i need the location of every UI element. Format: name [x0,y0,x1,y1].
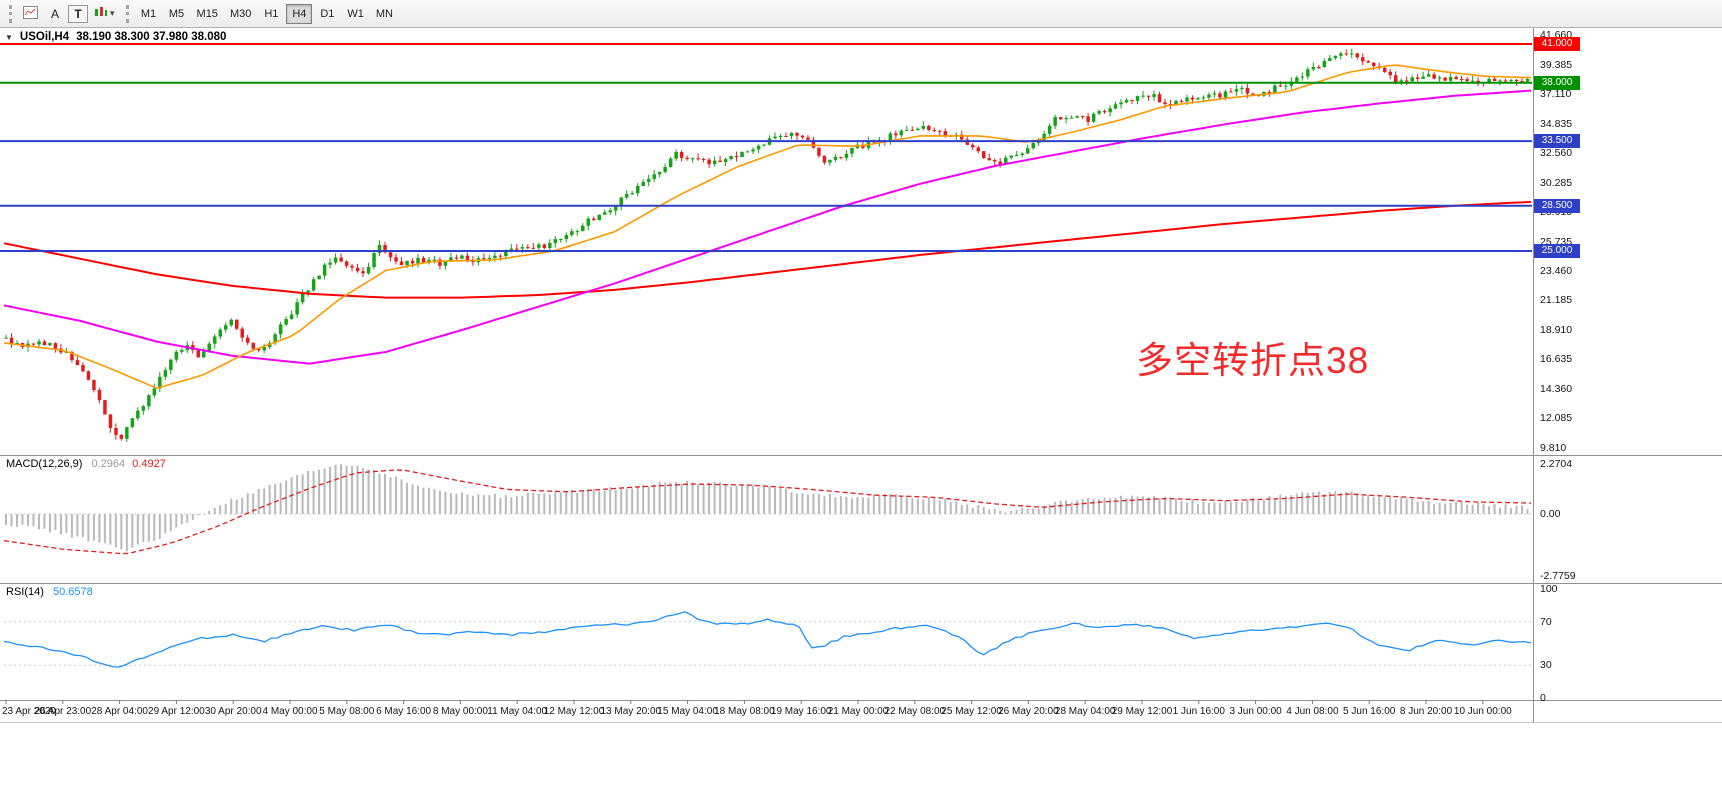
rsi-tick-label: 70 [1540,615,1552,628]
chevron-down-icon: ▾ [110,8,115,18]
chart-window-button[interactable] [19,3,42,25]
ma-slow-line[interactable] [3,200,1532,299]
toolbar-grip[interactable] [9,4,12,23]
one-click-trading-toggle[interactable]: ▼ [5,32,13,42]
candles-icon [94,6,108,22]
time-axis-label: 4 May 00:00 [262,706,318,717]
macd-axis[interactable]: 2.2704 0.00 -2.7759 [1534,455,1720,583]
time-axis-label: 1 Jun 16:00 [1172,706,1225,717]
macd-tick-label: 2.2704 [1540,457,1573,470]
time-axis-label: 12 May 12:00 [543,706,605,717]
ma-mid-line[interactable] [3,89,1532,365]
price-level-badge: 41.000 [1534,37,1580,51]
timeframe-button-d1[interactable]: D1 [314,4,340,24]
price-level-badge: 33.500 [1534,134,1580,149]
time-axis-label: 11 May 04:00 [487,706,548,717]
rsi-tick-label: 100 [1540,583,1558,595]
time-axis-label: 8 May 00:00 [432,706,488,717]
time-axis-label: 18 May 08:00 [714,706,775,717]
rsi-tick-label: 0 [1540,692,1546,704]
time-axis-label: 28 Apr 04:00 [91,706,148,717]
time-axis-label: 5 Jun 16:00 [1343,706,1396,717]
rsi-axis[interactable]: 100 70 30 0 [1534,583,1720,704]
rsi-name: RSI(14) [6,586,44,598]
macd-tick-label: -2.7759 [1540,569,1576,582]
price-tick-label: 16.635 [1540,353,1573,366]
price-tick-label: 32.560 [1540,147,1573,160]
time-axis-label: 23 Apr 2020 [2,706,56,717]
price-tick-label: 14.360 [1540,382,1573,395]
indicators-dropdown-button[interactable]: ▾ [90,3,119,25]
timeframe-button-m1[interactable]: M1 [136,4,162,24]
time-axis-label: 6 May 16:00 [376,706,432,717]
symbol-period-label: USOil,H4 [19,31,70,43]
time-axis-label: 10 Jun 00:00 [1453,706,1512,717]
price-tick-label: 30.285 [1540,176,1573,189]
timeframe-button-h1[interactable]: H1 [258,4,284,24]
time-axis-label: 30 Apr 20:00 [204,706,262,717]
timeframe-button-m15[interactable]: M15 [192,4,223,24]
price-tick-label: 39.385 [1540,58,1573,71]
rsi-line [3,611,1532,668]
time-axis-label: 13 May 20:00 [600,706,662,717]
price-tick-label: 12.085 [1540,412,1573,425]
macd-signal-line[interactable] [3,469,1532,555]
time-axis-label: 4 Jun 08:00 [1286,706,1339,717]
chart-icon [23,5,38,22]
time-axis-label: 22 May 08:00 [884,706,946,717]
chart-annotation-text[interactable]: 多空转折点38 [1136,340,1370,381]
time-axis[interactable]: 23 Apr 2020 26 Apr 23:00 28 Apr 04:00 29 Ap… [0,700,1533,722]
time-axis-label: 29 Apr 12:00 [148,706,205,717]
price-tick-label: 34.835 [1540,117,1573,130]
time-axis-label: 29 May 12:00 [1111,706,1173,717]
time-axis-label: 26 Apr 23:00 [34,706,92,717]
rsi-tick-label: 30 [1540,659,1552,672]
ohlc-values: 38.190 38.300 37.980 38.080 [76,31,227,43]
autoscroll-button[interactable]: A [44,3,66,25]
time-axis-label: 5 May 08:00 [319,706,375,717]
ma-fast-line[interactable] [3,64,1532,390]
macd-value-signal: 0.4927 [132,458,166,470]
price-level-badge: 25.000 [1534,244,1580,259]
timeframe-button-m30[interactable]: M30 [225,4,256,24]
macd-value-main: 0.2964 [91,458,126,470]
price-tick-label: 18.910 [1540,323,1573,336]
candlestick-series [4,48,1530,442]
price-tick-label: 9.810 [1540,441,1567,454]
timeframe-button-h4[interactable]: H4 [286,3,313,24]
price-level-badge: 38.000 [1534,75,1580,90]
price-tick-label: 23.460 [1540,264,1573,277]
timeframe-button-w1[interactable]: W1 [342,4,369,24]
macd-name: MACD(12,26,9) [6,458,83,470]
time-axis-label: 3 Jun 00:00 [1229,706,1282,717]
macd-indicator-label: MACD(12,26,9) 0.2964 0.4927 [6,458,166,470]
time-axis-label: 21 May 00:00 [827,706,889,717]
rsi-indicator-label: RSI(14) 50.6578 [6,586,93,598]
price-tick-label: 37.110 [1540,88,1572,101]
time-axis-label: 15 May 04:00 [657,706,718,717]
price-level-badge: 28.500 [1534,198,1580,213]
macd-histogram [5,464,1529,552]
time-axis-label: 19 May 16:00 [770,706,832,717]
toolbar: A T ▾ M1 M5 M15 M30 H1 H4 D1 W1 MN [0,0,1722,28]
macd-tick-label: 0.00 [1540,508,1561,520]
toolbar-grip[interactable] [125,4,129,23]
time-axis-label: 25 May 12:00 [941,706,1002,717]
time-axis-label: 28 May 04:00 [1054,706,1116,717]
price-axis[interactable]: 41.66039.38537.11034.83532.56030.28528.0… [1534,28,1720,455]
timeframe-group: M1 M5 M15 M30 H1 H4 D1 W1 MN [135,3,399,24]
timeframe-button-mn[interactable]: MN [371,4,398,24]
rsi-value: 50.6578 [52,586,93,598]
timeframe-button-m5[interactable]: M5 [164,4,190,24]
chart-title: ▼ USOil,H4 38.190 38.300 37.980 38.080 [5,31,226,43]
price-tick-label: 21.185 [1540,294,1573,307]
time-axis-label: 26 May 20:00 [998,706,1059,717]
text-tool-button[interactable]: T [68,4,88,23]
time-axis-label: 8 Jun 20:00 [1399,706,1453,717]
